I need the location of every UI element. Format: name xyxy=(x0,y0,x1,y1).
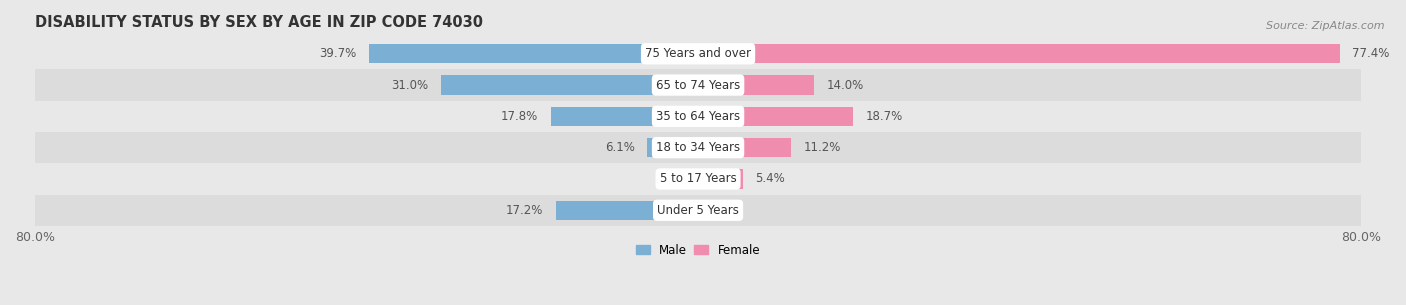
Text: 75 Years and over: 75 Years and over xyxy=(645,47,751,60)
Text: 31.0%: 31.0% xyxy=(391,79,429,92)
Text: DISABILITY STATUS BY SEX BY AGE IN ZIP CODE 74030: DISABILITY STATUS BY SEX BY AGE IN ZIP C… xyxy=(35,15,484,30)
Text: 11.2%: 11.2% xyxy=(803,141,841,154)
Bar xyxy=(35,195,1361,226)
Text: 0.0%: 0.0% xyxy=(657,173,686,185)
Text: 14.0%: 14.0% xyxy=(827,79,863,92)
Text: 5 to 17 Years: 5 to 17 Years xyxy=(659,173,737,185)
Text: 18.7%: 18.7% xyxy=(866,110,903,123)
Text: 5.4%: 5.4% xyxy=(755,173,785,185)
Bar xyxy=(35,70,1361,101)
Bar xyxy=(35,101,1361,132)
Text: 17.2%: 17.2% xyxy=(506,204,543,217)
Text: Under 5 Years: Under 5 Years xyxy=(657,204,740,217)
Bar xyxy=(697,138,792,157)
Bar xyxy=(35,38,1361,70)
Bar xyxy=(555,201,697,220)
Bar xyxy=(648,138,697,157)
Text: 17.8%: 17.8% xyxy=(501,110,538,123)
Bar xyxy=(368,44,697,63)
Text: 18 to 34 Years: 18 to 34 Years xyxy=(657,141,740,154)
Bar xyxy=(441,75,697,95)
Bar xyxy=(697,107,853,126)
Legend: Male, Female: Male, Female xyxy=(631,239,765,261)
Text: Source: ZipAtlas.com: Source: ZipAtlas.com xyxy=(1267,21,1385,31)
Bar xyxy=(35,163,1361,195)
Text: 39.7%: 39.7% xyxy=(319,47,357,60)
Text: 0.0%: 0.0% xyxy=(710,204,740,217)
Text: 35 to 64 Years: 35 to 64 Years xyxy=(657,110,740,123)
Text: 77.4%: 77.4% xyxy=(1353,47,1389,60)
Bar xyxy=(35,132,1361,163)
Bar xyxy=(551,107,697,126)
Bar xyxy=(697,169,742,189)
Bar xyxy=(697,44,1340,63)
Text: 65 to 74 Years: 65 to 74 Years xyxy=(657,79,740,92)
Bar xyxy=(697,75,814,95)
Text: 6.1%: 6.1% xyxy=(605,141,636,154)
